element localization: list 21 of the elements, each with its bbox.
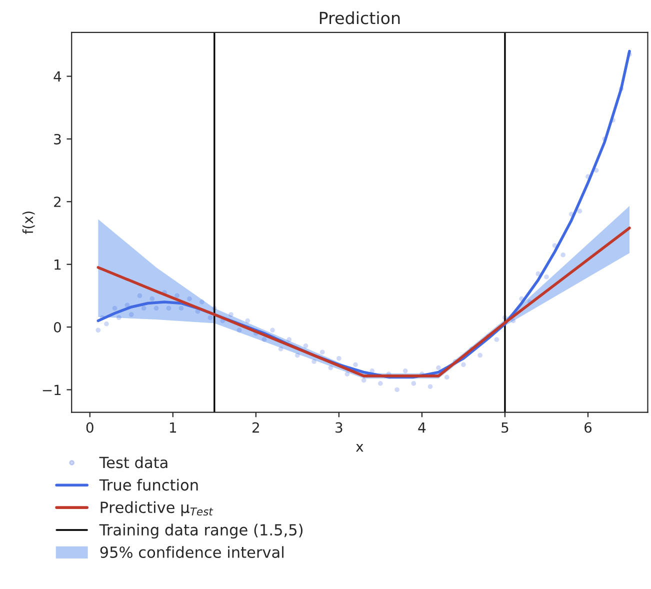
- x-tick-label: 0: [86, 422, 94, 433]
- legend-label: Test data: [99, 456, 168, 468]
- x-axis-title: x: [356, 444, 364, 452]
- text: 95% confidence interval: [100, 546, 284, 558]
- y-tick-label: 2: [54, 196, 60, 207]
- legend-label: True function: [99, 478, 198, 491]
- x-tick-label: 5: [502, 422, 508, 433]
- y-axis-title: f(x): [22, 212, 35, 234]
- legend-label: Training data range (1.5,5): [99, 524, 302, 539]
- y-tick-label: 0: [54, 322, 61, 333]
- x-tick-label: 3: [336, 422, 342, 433]
- x-tick-label: 1: [170, 422, 176, 433]
- chart-title: Prediction: [320, 11, 400, 24]
- legend-label: Predictive μ$_{Test}$: [100, 501, 214, 516]
- x-tick-label: 4: [418, 422, 426, 433]
- x-tick-label: 2: [252, 422, 259, 433]
- y-tick-label: 3: [54, 134, 61, 144]
- y-tick-label: −1: [42, 384, 61, 396]
- y-tick-label: 1: [54, 260, 61, 270]
- y-tick-label: 4: [54, 71, 62, 82]
- x-tick-label: 6: [584, 422, 592, 433]
